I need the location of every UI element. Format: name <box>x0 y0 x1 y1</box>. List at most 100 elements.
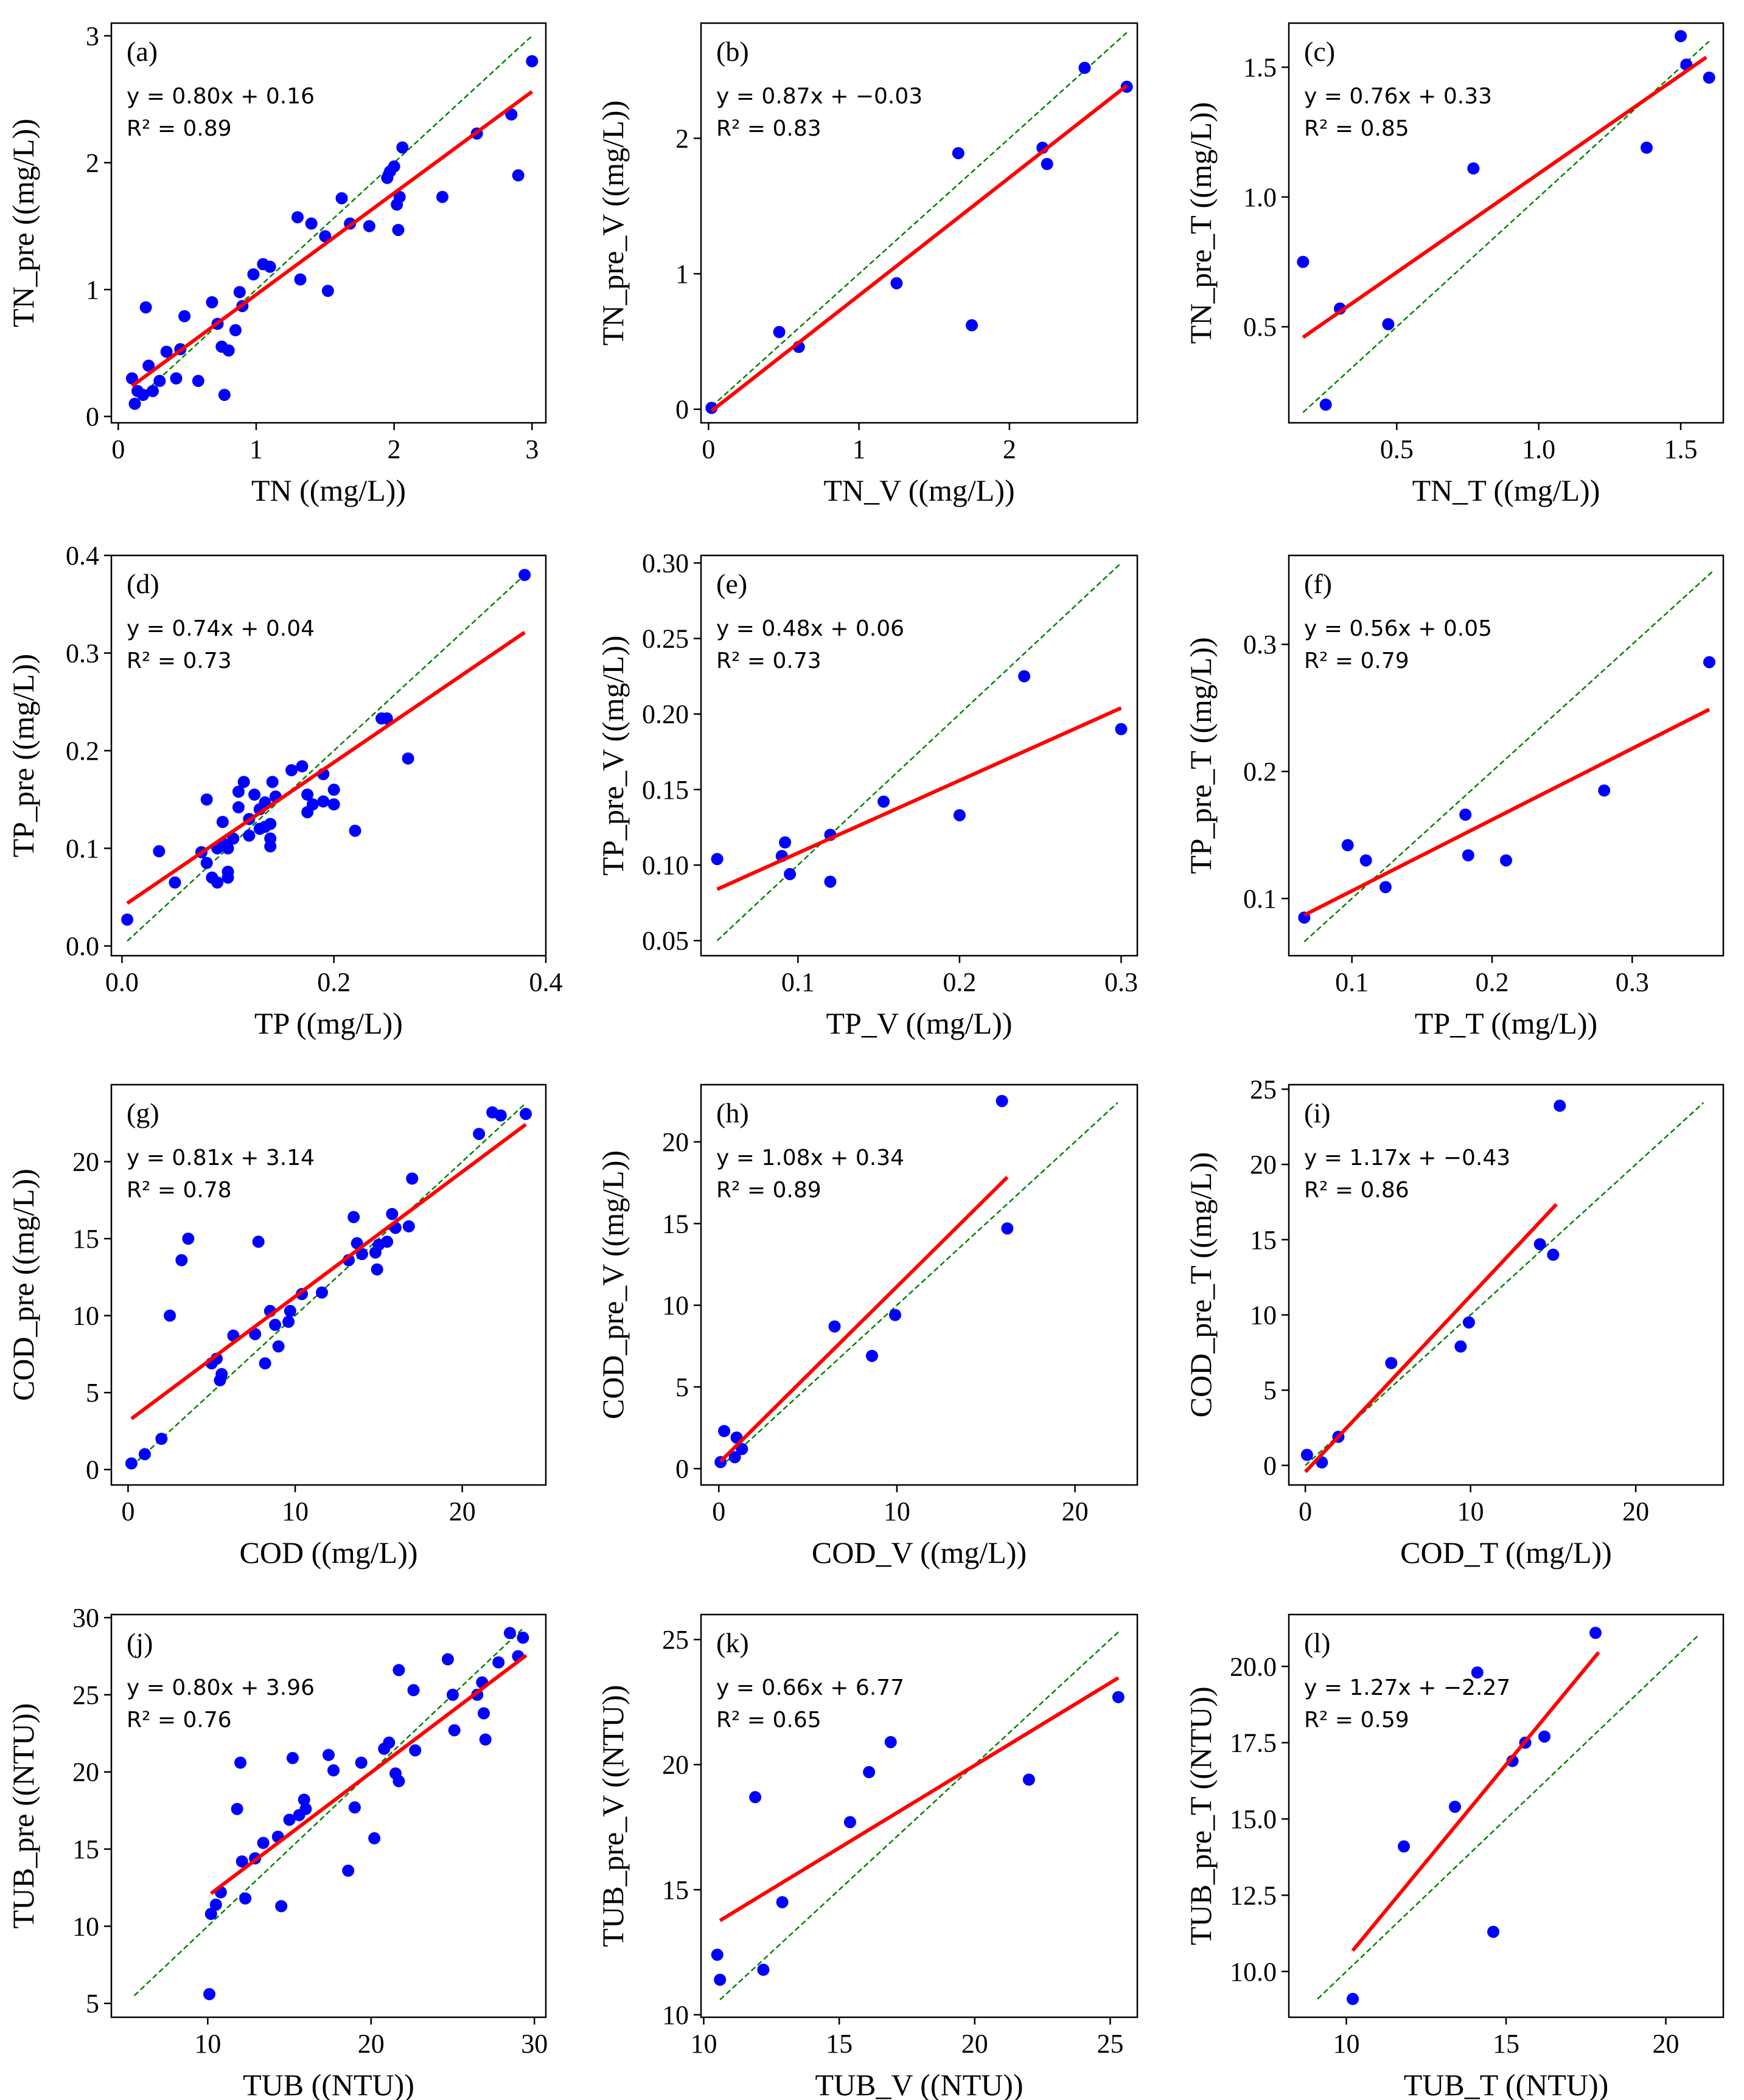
data-point <box>147 384 159 397</box>
x-axis-label: TP ((mg/L)) <box>254 1006 403 1040</box>
y-tick-label: 10 <box>662 2000 689 2030</box>
data-point <box>221 865 234 878</box>
x-tick-label: 20 <box>358 2029 385 2059</box>
r-squared: R² = 0.73 <box>127 648 232 673</box>
data-point <box>380 712 393 725</box>
data-point <box>239 1892 252 1905</box>
data-point <box>888 1309 901 1321</box>
identity-line <box>131 1102 526 1467</box>
y-tick-label: 1.5 <box>1243 53 1277 83</box>
identity-line <box>716 562 1122 942</box>
data-point <box>203 1987 216 2000</box>
r-squared: R² = 0.78 <box>127 1178 232 1203</box>
x-tick-label: 10 <box>1457 1497 1484 1526</box>
data-point <box>1297 256 1310 268</box>
y-tick-label: 30 <box>72 1603 99 1633</box>
data-point <box>317 795 330 808</box>
y-tick-label: 20 <box>662 1750 689 1780</box>
data-point <box>1703 71 1715 84</box>
data-point <box>773 325 786 338</box>
data-point <box>492 1656 505 1669</box>
panel-l: 10 15 20 10.0 12.5 15.0 17.5 20.0 (l) y = 1.27x +… <box>1184 1613 1725 2100</box>
x-tick-label: 25 <box>1097 2029 1123 2059</box>
y-tick-label: 2 <box>86 148 99 178</box>
panel-label: (j) <box>127 1627 153 1658</box>
data-point <box>232 801 245 814</box>
regression-equation: y = 0.87x + −0.03 <box>716 84 923 109</box>
data-point <box>170 372 183 384</box>
data-point <box>402 1220 415 1233</box>
data-point <box>447 1688 459 1701</box>
data-point <box>175 1254 188 1267</box>
data-point <box>291 211 304 224</box>
y-tick-label: 0.25 <box>642 624 689 654</box>
data-point <box>1675 30 1687 43</box>
y-axis-label: TP_pre_T ((mg/L)) <box>1184 637 1218 874</box>
panel-label: (k) <box>716 1627 749 1658</box>
data-point <box>327 784 340 796</box>
y-tick-label: 20 <box>72 1758 99 1787</box>
panel-label: (b) <box>716 36 749 67</box>
y-tick-label: 0.4 <box>66 541 99 571</box>
data-point <box>505 108 518 121</box>
data-point <box>178 310 191 322</box>
y-tick-label: 15 <box>662 1875 689 1905</box>
data-point <box>711 853 724 866</box>
panel-j: 10 20 30 5 10 15 20 25 30 (j) y = 0.80x + 3.96 R² =… <box>6 1603 548 2100</box>
panel-h: 0 10 20 0 5 10 15 20 (h) y = 1.08x + 0.34 R² = 0.8… <box>596 1083 1139 1570</box>
y-tick-label: 10 <box>72 1911 99 1941</box>
identity-line <box>127 574 526 942</box>
identity-line <box>133 1627 524 1997</box>
data-point <box>407 1684 420 1697</box>
plot-frame <box>110 22 547 424</box>
data-point <box>248 788 261 801</box>
regression-line <box>719 1676 1120 1922</box>
y-tick-label: 0 <box>86 1455 99 1485</box>
y-axis-label: TUB_pre_T ((NTU)) <box>1184 1686 1218 1945</box>
data-point <box>386 1208 399 1220</box>
x-axis-label: COD ((mg/L)) <box>240 1535 418 1570</box>
y-tick-label: 0.05 <box>642 926 689 956</box>
regression-equation: y = 0.74x + 0.04 <box>127 616 315 641</box>
y-tick-label: 25 <box>72 1680 99 1710</box>
panel-label: (l) <box>1304 1627 1330 1658</box>
y-tick-label: 15 <box>1250 1225 1277 1255</box>
data-point <box>209 1898 222 1911</box>
y-tick-label: 20 <box>662 1127 689 1157</box>
data-point <box>249 1327 262 1340</box>
x-tick-label: 10 <box>282 1497 309 1526</box>
y-tick-label: 10 <box>662 1291 689 1321</box>
r-squared: R² = 0.89 <box>127 116 232 141</box>
data-point <box>1022 1773 1035 1786</box>
data-point <box>728 1451 741 1464</box>
panel-i: 0 10 20 0 5 10 15 20 25 (i) y = 1.17x + −0.43 R² = … <box>1184 1074 1725 1570</box>
x-tick-label: 10 <box>1333 2029 1360 2059</box>
regression-equation: y = 1.27x + −2.27 <box>1304 1675 1510 1700</box>
data-point <box>1487 1925 1499 1938</box>
x-axis-label: COD_V ((mg/L)) <box>812 1535 1027 1570</box>
y-axis-label: TP_pre ((mg/L)) <box>6 654 40 858</box>
regression-equation: y = 0.80x + 0.16 <box>127 84 315 109</box>
data-point <box>1554 1099 1566 1112</box>
data-point <box>863 1766 876 1779</box>
data-point <box>316 1286 329 1299</box>
data-point <box>392 1775 405 1787</box>
x-tick-label: 0.4 <box>529 967 563 997</box>
x-tick-label: 20 <box>961 2029 988 2059</box>
data-point <box>517 1632 529 1644</box>
data-point <box>520 1108 532 1121</box>
data-point <box>200 793 213 806</box>
panel-label: (h) <box>716 1097 749 1128</box>
plot-frame <box>1288 22 1725 424</box>
data-point <box>406 1172 419 1185</box>
data-point <box>235 1855 248 1868</box>
data-point <box>229 324 242 336</box>
data-point <box>155 1433 168 1445</box>
regression-line <box>131 90 534 388</box>
x-axis-label: TP_T ((mg/L)) <box>1415 1006 1597 1040</box>
regression-line <box>719 1175 1009 1463</box>
x-axis-label: TN ((mg/L)) <box>251 473 406 507</box>
data-point <box>503 1627 516 1639</box>
r-squared: R² = 0.85 <box>1304 116 1409 141</box>
